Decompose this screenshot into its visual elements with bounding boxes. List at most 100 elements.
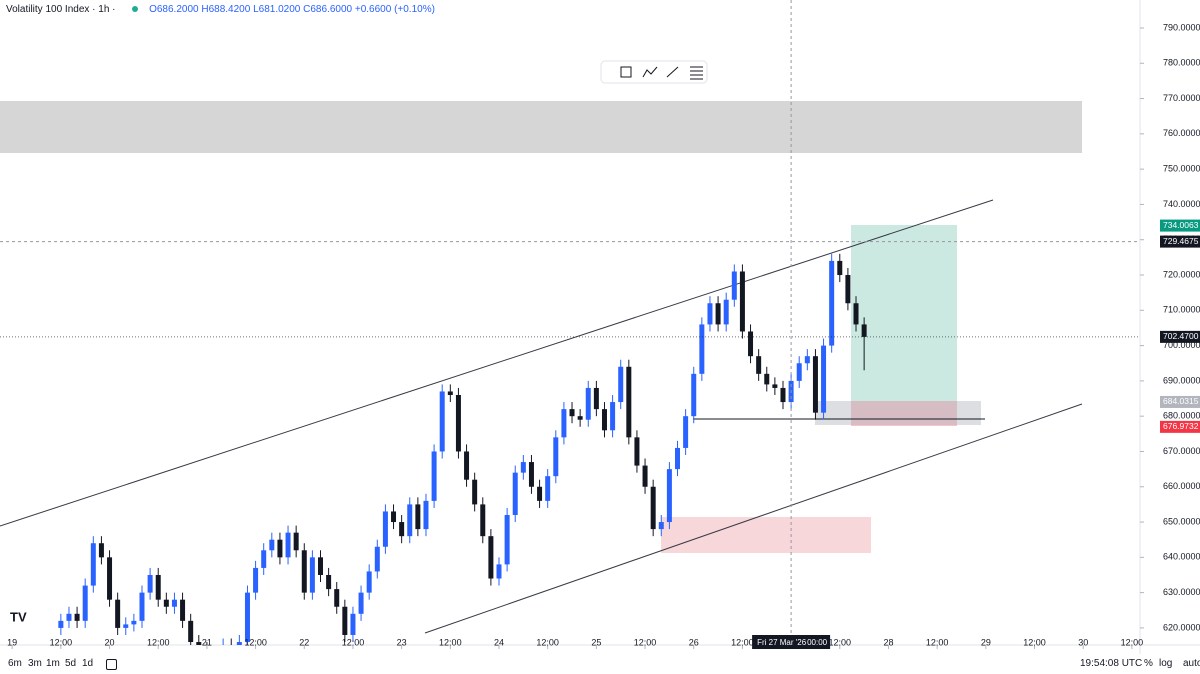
bottom-bar: 6m 3m 1m 5d 1d 19:54:08 UTC% log auto [0,654,1200,674]
candle-body [512,472,518,515]
y-tick-label: 690.0000 [1163,375,1200,385]
candle-body [804,356,810,364]
candle-body [74,613,80,621]
tool-path[interactable] [642,66,658,78]
x-tick-label: 12:00 [342,637,365,647]
logo: TV [10,609,27,624]
trend-line [0,199,994,527]
target-zone [851,225,957,401]
price-label: 702.4700 [1163,331,1199,341]
x-tick-label: 12:00 [50,637,73,647]
candle-body [666,469,672,523]
stop-zone [851,401,957,426]
axis-option[interactable]: log [1159,658,1173,669]
x-tick-label: 12:00 [147,637,170,647]
candle-body [431,451,437,501]
price-label: 684.0315 [1163,396,1199,406]
range-button[interactable]: 6m [8,658,22,669]
zone [815,401,981,425]
x-tick-label: 25 [591,637,601,647]
x-tick-label: 23 [397,637,407,647]
candle-body [731,271,737,300]
candle-body [342,606,348,635]
range-button[interactable]: 1m [46,658,60,669]
candle-body [366,571,372,593]
candle-body [188,620,194,643]
x-tick-label: 12:00 [829,637,852,647]
tool-rect[interactable] [620,66,632,78]
x-tick-label: 12:00 [244,637,267,647]
x-tick-label: 12:00 [536,637,559,647]
ohlc: H688.4200 [201,4,251,15]
candle-body [171,599,177,607]
candle-body [545,476,551,501]
y-tick-label: 670.0000 [1163,446,1200,456]
candle-body [317,557,323,575]
candle-body [374,546,380,572]
y-tick-label: 700.0000 [1163,340,1200,350]
candle-body [610,402,616,431]
y-tick-label: 780.0000 [1163,58,1200,68]
range-button[interactable]: 5d [65,658,77,669]
candle-body [618,366,624,403]
tool-fib[interactable] [690,66,703,80]
ohlc: L681.0200 [253,4,301,15]
candle-body [90,543,96,586]
candle-body [861,324,867,337]
range-button[interactable]: 3m [28,658,42,669]
candle-body [123,624,129,628]
y-tick-label: 640.0000 [1163,552,1200,562]
axis-option[interactable]: % [1144,658,1153,669]
price-label-bg [1160,330,1200,343]
candle-body [821,345,827,413]
x-tick-label: 12:00 [1121,637,1144,647]
symbol: Volatility 100 Index · 1h · [6,4,116,15]
candle-body [447,391,453,396]
candle-body [569,409,575,417]
x-tick-label: 19 [7,637,17,647]
candle-body [699,324,705,374]
candle-body [350,613,356,635]
candle-body [634,437,640,466]
tool-line[interactable] [666,66,679,78]
candle-body [553,437,559,477]
drawing-toolbar [600,60,708,84]
candle-body [439,391,445,452]
chart: TV 620.0000 630.0000 640.0000 650.0000 660.0… [0,0,1200,654]
candle-body [334,589,340,607]
candle-body [837,260,843,276]
y-tick-label: 650.0000 [1163,516,1200,526]
candle-body [309,557,315,593]
calendar-icon[interactable] [106,659,117,670]
candle-body [642,465,648,487]
range-button[interactable]: 1d [82,658,94,669]
x-tick-label: 24 [494,637,504,647]
candle-body [748,331,754,357]
candle-body [528,462,534,487]
candle-body [98,543,104,558]
candle-body [269,539,275,551]
zone [0,101,1082,153]
candle-body [683,416,689,448]
price-label-bg [1160,219,1200,232]
ohlc: C686.6000 [303,4,353,15]
candle-body [812,356,818,413]
x-tick-label: 22 [299,637,309,647]
candle-body [675,447,681,470]
candle-body [391,511,397,523]
candle-body [261,550,267,568]
y-tick-label: 630.0000 [1163,587,1200,597]
clock: 19:54:08 UTC [1080,658,1143,669]
x-tick-label: 12:00 [731,637,754,647]
candle-body [253,567,259,593]
candle-body [723,299,729,325]
candle-body [407,504,413,537]
x-tick-label: 28 [883,637,893,647]
crosshair-time: 00:00 [807,638,828,647]
candle-body [464,451,470,480]
axis-option[interactable]: auto [1183,658,1200,669]
candle-body [155,574,161,600]
x-tick-label: 20 [105,637,115,647]
x-tick-label: 21 [202,637,212,647]
candle-body [455,395,461,452]
